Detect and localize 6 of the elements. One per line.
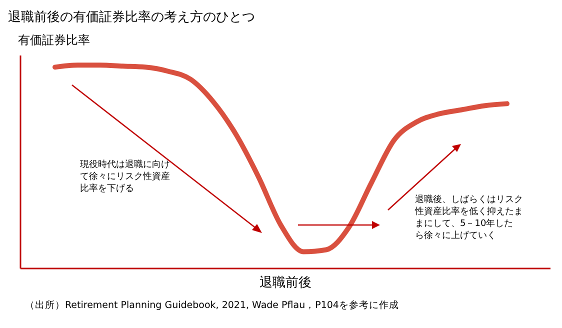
y-axis-title: 有価証券比率 — [18, 33, 90, 47]
annotation: 現役時代は退職に向けて徐々にリスク性資産比率を下げる — [80, 159, 170, 194]
text: （出所）Retirement Planning Guidebook, 2021, Wade Pflau，P104を参考に作成 — [25, 299, 399, 311]
annotation: 退職後、しばらくはリスク性資産比率を低く抑えたままにして、5－10年したら徐々に上げていく — [414, 194, 523, 241]
x-axis-title: 退職前後 — [260, 276, 312, 290]
chart-title: 退職前後の有価証券比率の考え方のひとつ — [8, 9, 255, 25]
